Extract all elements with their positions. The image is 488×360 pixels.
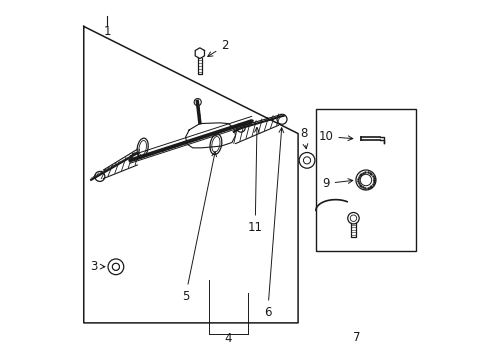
Text: 4: 4 [224, 333, 232, 346]
Text: 2: 2 [207, 39, 228, 57]
Text: 9: 9 [322, 177, 352, 190]
Text: 5: 5 [182, 152, 216, 303]
Text: 10: 10 [318, 130, 352, 143]
Bar [315, 109, 415, 251]
Text: 1: 1 [103, 25, 110, 38]
Text: 6: 6 [264, 128, 283, 319]
Text: 3: 3 [90, 260, 105, 273]
Text: 11: 11 [247, 127, 262, 234]
Text: 8: 8 [299, 127, 307, 149]
Text: 7: 7 [352, 331, 360, 344]
